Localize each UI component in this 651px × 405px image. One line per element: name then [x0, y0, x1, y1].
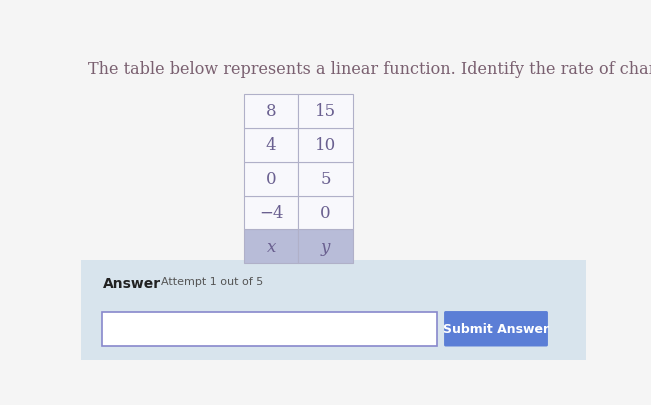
- FancyBboxPatch shape: [444, 311, 548, 347]
- Text: 4: 4: [266, 137, 277, 154]
- Text: Attempt 1 out of 5: Attempt 1 out of 5: [161, 276, 264, 286]
- Text: 5: 5: [320, 171, 331, 188]
- Bar: [298, 95, 353, 128]
- Bar: [244, 196, 298, 230]
- Text: 0: 0: [320, 205, 331, 222]
- Text: Answer: Answer: [103, 276, 161, 290]
- Text: 15: 15: [315, 103, 336, 120]
- Bar: [244, 95, 298, 128]
- Bar: [298, 128, 353, 162]
- Bar: [244, 128, 298, 162]
- Text: x: x: [266, 238, 276, 255]
- Bar: [298, 162, 353, 196]
- Text: 0: 0: [266, 171, 277, 188]
- Bar: [298, 196, 353, 230]
- Text: Submit Answer: Submit Answer: [443, 322, 549, 335]
- Bar: [244, 162, 298, 196]
- Text: 8: 8: [266, 103, 277, 120]
- Bar: [298, 230, 353, 264]
- Text: y: y: [321, 238, 330, 255]
- Bar: [81, 260, 586, 360]
- Text: The table below represents a linear function. Identify the rate of change of the: The table below represents a linear func…: [88, 61, 651, 78]
- FancyBboxPatch shape: [102, 312, 437, 346]
- Bar: [244, 230, 298, 264]
- Text: 10: 10: [315, 137, 336, 154]
- Text: −4: −4: [259, 205, 283, 222]
